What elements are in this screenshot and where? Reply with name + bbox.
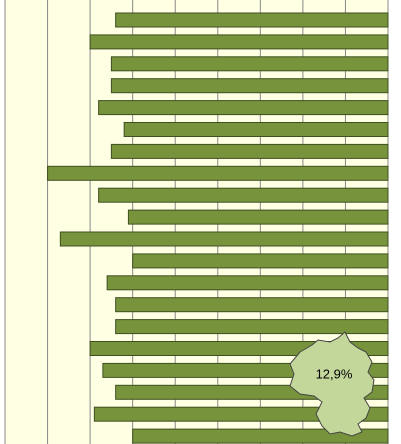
bar [132,428,389,444]
bar [89,34,389,50]
bar [98,100,389,116]
bar [115,319,389,335]
bar [47,165,389,181]
bar [115,12,389,28]
map-annotation: 12,9% [289,331,375,437]
bars [47,12,389,444]
bar [106,275,389,291]
bar [59,231,389,247]
bar [98,187,389,203]
map-shape [289,331,375,437]
bar [110,78,389,94]
bar [115,297,389,313]
bar [123,122,389,137]
bar [110,143,389,159]
bar [132,253,389,269]
bar [93,406,389,422]
annotation-label: 12,9% [316,366,353,381]
bar [127,209,389,225]
bar [110,56,389,72]
